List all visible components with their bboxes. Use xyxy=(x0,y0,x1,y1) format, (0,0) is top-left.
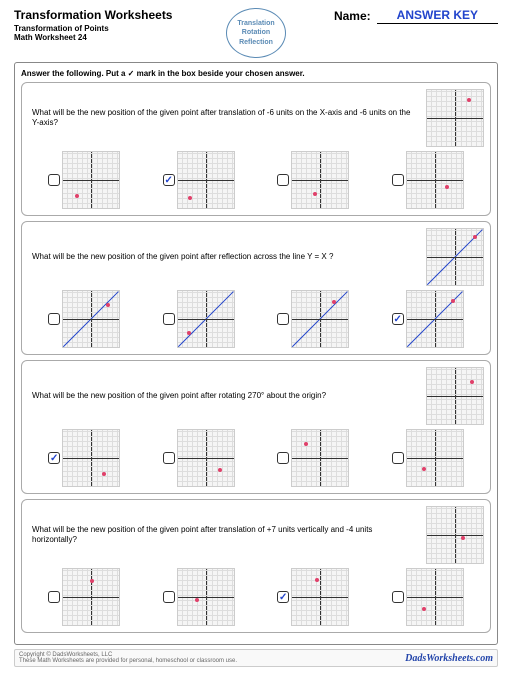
checkbox[interactable] xyxy=(48,313,60,325)
footer-text: Copyright © DadsWorksheets, LLC These Ma… xyxy=(19,652,237,664)
badge-line3: Reflection xyxy=(239,38,273,47)
option xyxy=(277,151,349,209)
question-block: What will be the new position of the giv… xyxy=(21,221,491,355)
question-block: What will be the new position of the giv… xyxy=(21,499,491,633)
coordinate-grid xyxy=(62,151,120,209)
option xyxy=(392,151,464,209)
checkbox[interactable]: ✓ xyxy=(163,174,175,186)
badge-line2: Rotation xyxy=(242,28,270,37)
coordinate-grid xyxy=(426,506,484,564)
question-row: What will be the new position of the giv… xyxy=(28,367,484,425)
options-row: ✓ xyxy=(28,151,484,209)
checkbox[interactable] xyxy=(163,313,175,325)
coordinate-grid xyxy=(177,429,235,487)
header: Transformation Worksheets Transformation… xyxy=(14,8,498,58)
checkbox[interactable] xyxy=(163,591,175,603)
coordinate-grid xyxy=(426,89,484,147)
option: ✓ xyxy=(48,429,120,487)
option xyxy=(277,290,349,348)
option xyxy=(277,429,349,487)
coordinate-grid xyxy=(291,290,349,348)
option xyxy=(48,568,120,626)
question-block: What will be the new position of the giv… xyxy=(21,82,491,216)
coordinate-grid xyxy=(406,568,464,626)
checkbox[interactable]: ✓ xyxy=(48,452,60,464)
option xyxy=(48,290,120,348)
coordinate-grid xyxy=(406,290,464,348)
options-row: ✓ xyxy=(28,568,484,626)
coordinate-grid xyxy=(177,568,235,626)
checkbox[interactable] xyxy=(277,174,289,186)
coordinate-grid xyxy=(62,568,120,626)
footer-note: These Math Worksheets are provided for p… xyxy=(19,658,237,664)
checkbox[interactable]: ✓ xyxy=(277,591,289,603)
option: ✓ xyxy=(392,290,464,348)
badge-circle: Translation Rotation Reflection xyxy=(226,8,286,58)
header-left: Transformation Worksheets Transformation… xyxy=(14,8,172,42)
name-label: Name: xyxy=(334,9,371,23)
coordinate-grid xyxy=(291,429,349,487)
checkbox[interactable] xyxy=(277,313,289,325)
question-row: What will be the new position of the giv… xyxy=(28,228,484,286)
worksheet-page: Transformation Worksheets Transformation… xyxy=(0,0,512,675)
checkbox[interactable] xyxy=(48,174,60,186)
question-text: What will be the new position of the giv… xyxy=(28,391,418,401)
title: Transformation Worksheets xyxy=(14,8,172,22)
instructions: Answer the following. Put a ✓ mark in th… xyxy=(21,69,491,78)
option xyxy=(48,151,120,209)
badge-line1: Translation xyxy=(237,19,274,28)
option: ✓ xyxy=(277,568,349,626)
coordinate-grid xyxy=(426,228,484,286)
checkbox[interactable] xyxy=(277,452,289,464)
subtitle2: Math Worksheet 24 xyxy=(14,33,172,42)
option xyxy=(163,290,235,348)
option xyxy=(392,429,464,487)
coordinate-grid xyxy=(62,290,120,348)
checkbox[interactable] xyxy=(392,591,404,603)
coordinate-grid xyxy=(291,151,349,209)
question-text: What will be the new position of the giv… xyxy=(28,108,418,129)
checkbox[interactable] xyxy=(392,174,404,186)
coordinate-grid xyxy=(177,151,235,209)
content-area: Answer the following. Put a ✓ mark in th… xyxy=(14,62,498,645)
checkbox[interactable] xyxy=(163,452,175,464)
option xyxy=(163,429,235,487)
checkbox[interactable]: ✓ xyxy=(392,313,404,325)
coordinate-grid xyxy=(406,429,464,487)
checkbox[interactable] xyxy=(392,452,404,464)
coordinate-grid xyxy=(406,151,464,209)
question-text: What will be the new position of the giv… xyxy=(28,252,418,262)
questions-container: What will be the new position of the giv… xyxy=(21,82,491,633)
coordinate-grid xyxy=(291,568,349,626)
answer-key: ANSWER KEY xyxy=(377,8,498,24)
subtitle1: Transformation of Points xyxy=(14,24,172,33)
question-row: What will be the new position of the giv… xyxy=(28,506,484,564)
options-row: ✓ xyxy=(28,290,484,348)
site-logo: DadsWorksheets.com xyxy=(405,653,493,664)
coordinate-grid xyxy=(177,290,235,348)
question-block: What will be the new position of the giv… xyxy=(21,360,491,494)
options-row: ✓ xyxy=(28,429,484,487)
checkbox[interactable] xyxy=(48,591,60,603)
option xyxy=(392,568,464,626)
footer: Copyright © DadsWorksheets, LLC These Ma… xyxy=(14,649,498,667)
header-right: Name: ANSWER KEY xyxy=(334,8,498,24)
question-row: What will be the new position of the giv… xyxy=(28,89,484,147)
coordinate-grid xyxy=(426,367,484,425)
option xyxy=(163,568,235,626)
coordinate-grid xyxy=(62,429,120,487)
question-text: What will be the new position of the giv… xyxy=(28,525,418,546)
option: ✓ xyxy=(163,151,235,209)
